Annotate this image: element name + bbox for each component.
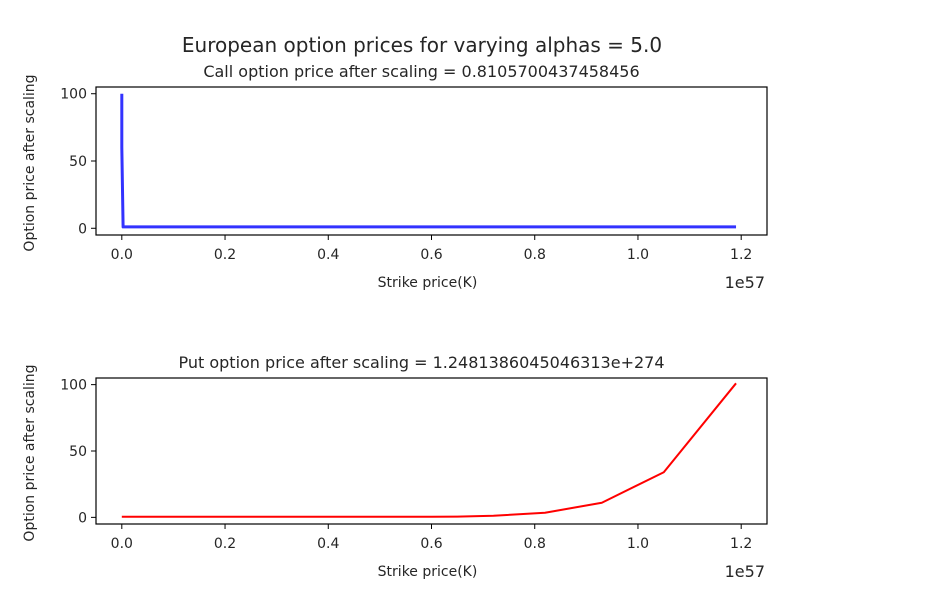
x-tick-label: 1.0 (627, 536, 649, 552)
y-tick-label: 50 (69, 154, 87, 170)
figure-suptitle: European option prices for varying alpha… (182, 33, 662, 57)
y-tick-label: 100 (60, 378, 87, 394)
x-tick-label: 1.2 (730, 247, 752, 263)
x-tick-label: 0.6 (420, 536, 442, 552)
x-axis-label: Strike price(K) (378, 275, 478, 291)
x-offset-label: 1e57 (725, 562, 765, 581)
subplot-title: Put option price after scaling = 1.24813… (178, 353, 664, 372)
subplot-1: Call option price after scaling = 0.8105… (22, 62, 768, 292)
subplot-title: Call option price after scaling = 0.8105… (203, 62, 639, 81)
x-axis-label: Strike price(K) (378, 564, 478, 580)
x-offset-label: 1e57 (725, 273, 765, 292)
subplot-2: Put option price after scaling = 1.24813… (22, 353, 768, 581)
y-tick-label: 0 (78, 510, 87, 526)
x-tick-label: 0.6 (420, 247, 442, 263)
y-axis-label: Option price after scaling (22, 74, 38, 251)
subplots: Call option price after scaling = 0.8105… (22, 62, 768, 581)
y-tick-label: 0 (78, 221, 87, 237)
x-tick-label: 0.0 (111, 247, 133, 263)
y-tick-label: 100 (60, 87, 87, 103)
y-axis-label: Option price after scaling (22, 364, 38, 541)
x-tick-label: 1.2 (730, 536, 752, 552)
x-tick-label: 0.8 (524, 247, 546, 263)
plot-frame (95, 86, 768, 236)
y-tick-label: 50 (69, 444, 87, 460)
x-tick-label: 0.8 (524, 536, 546, 552)
x-tick-label: 0.4 (317, 536, 339, 552)
x-tick-label: 0.4 (317, 247, 339, 263)
plot-frame (95, 377, 768, 525)
x-tick-label: 1.0 (627, 247, 649, 263)
series-line (121, 382, 737, 518)
x-tick-label: 0.2 (214, 536, 236, 552)
x-tick-label: 0.2 (214, 247, 236, 263)
x-tick-label: 0.0 (111, 536, 133, 552)
series-line (120, 93, 737, 229)
